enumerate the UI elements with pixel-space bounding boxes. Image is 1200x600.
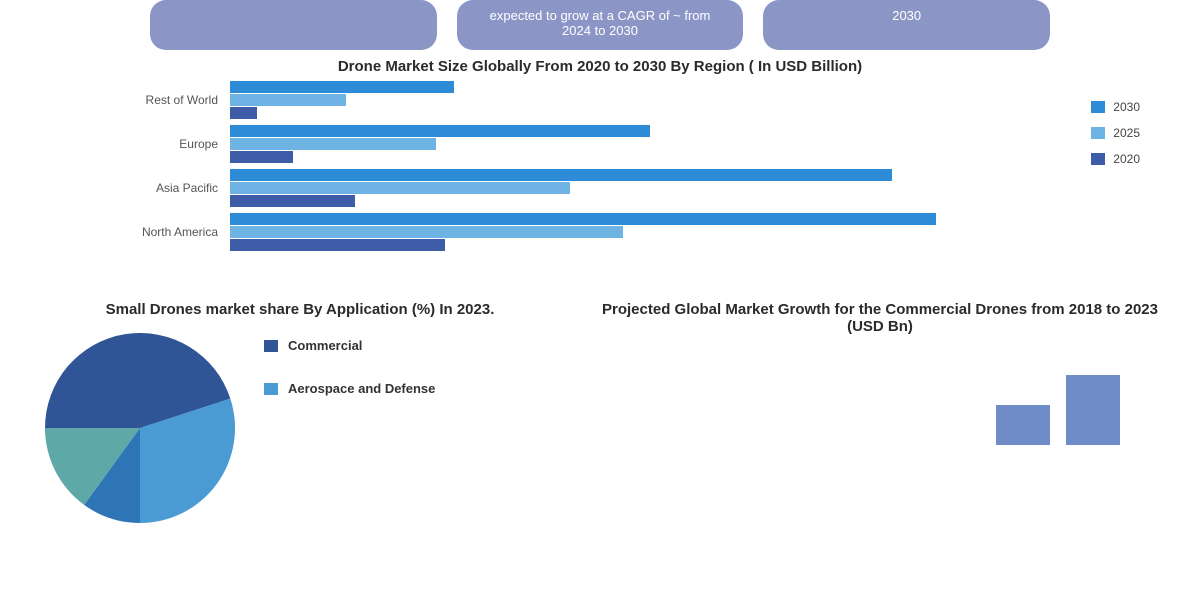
- bar-segment: [230, 213, 936, 225]
- bottom-row: Small Drones market share By Application…: [0, 301, 1200, 528]
- bar-category-label: Rest of World: [120, 81, 230, 107]
- pie-legend-item: Aerospace and Defense: [264, 381, 435, 396]
- bar-segment: [230, 81, 454, 93]
- bar-chart-title: Drone Market Size Globally From 2020 to …: [0, 58, 1200, 75]
- bar-row: Rest of World: [120, 81, 1020, 119]
- legend-swatch: [1091, 127, 1105, 139]
- growth-section: Projected Global Market Growth for the C…: [560, 301, 1160, 528]
- bar-segment: [230, 226, 623, 238]
- pie-legend-label: Commercial: [288, 338, 362, 353]
- pie-legend-swatch: [264, 383, 278, 395]
- growth-chart-title: Projected Global Market Growth for the C…: [600, 301, 1160, 335]
- bar-segment: [230, 107, 257, 119]
- legend-item: 2025: [1091, 126, 1140, 140]
- info-card-1: [150, 0, 437, 50]
- pie-legend-item: Commercial: [264, 338, 435, 353]
- legend-swatch: [1091, 153, 1105, 165]
- bar-category-label: North America: [120, 213, 230, 239]
- bar-segment: [230, 195, 355, 207]
- bar-segment: [230, 125, 650, 137]
- growth-bar: [996, 405, 1050, 445]
- card-text: expected to grow at a CAGR of ~ from 202…: [490, 8, 711, 38]
- bar-group: [230, 81, 1020, 119]
- bar-chart: Rest of World Europe Asia Pacific North Ame…: [120, 81, 1020, 281]
- growth-chart: [600, 355, 1160, 445]
- pie-legend: Commercial Aerospace and Defense: [264, 338, 435, 424]
- pie-body: Commercial Aerospace and Defense: [40, 328, 560, 528]
- bar-category-label: Asia Pacific: [120, 169, 230, 195]
- bar-segment: [230, 239, 445, 251]
- bar-segment: [230, 151, 293, 163]
- info-card-3: 2030: [763, 0, 1050, 50]
- pie-chart: [40, 328, 240, 528]
- legend-label: 2025: [1113, 126, 1140, 140]
- legend-label: 2030: [1113, 100, 1140, 114]
- card-text: 2030: [892, 8, 921, 23]
- bar-group: [230, 213, 1020, 251]
- legend-label: 2020: [1113, 152, 1140, 166]
- bar-row: Europe: [120, 125, 1020, 163]
- bar-segment: [230, 94, 346, 106]
- top-cards-row: expected to grow at a CAGR of ~ from 202…: [0, 0, 1200, 50]
- legend-swatch: [1091, 101, 1105, 113]
- bar-group: [230, 125, 1020, 163]
- info-card-2: expected to grow at a CAGR of ~ from 202…: [457, 0, 744, 50]
- bar-row: North America: [120, 213, 1020, 251]
- growth-bar: [1066, 375, 1120, 445]
- pie-section: Small Drones market share By Application…: [40, 301, 560, 528]
- bar-segment: [230, 182, 570, 194]
- bar-segment: [230, 138, 436, 150]
- pie-legend-swatch: [264, 340, 278, 352]
- bar-chart-legend: 2030 2025 2020: [1091, 100, 1140, 178]
- bar-row: Asia Pacific: [120, 169, 1020, 207]
- pie-chart-title: Small Drones market share By Application…: [40, 301, 560, 318]
- bar-group: [230, 169, 1020, 207]
- legend-item: 2020: [1091, 152, 1140, 166]
- legend-item: 2030: [1091, 100, 1140, 114]
- pie-legend-label: Aerospace and Defense: [288, 381, 435, 396]
- bar-segment: [230, 169, 892, 181]
- bar-category-label: Europe: [120, 125, 230, 151]
